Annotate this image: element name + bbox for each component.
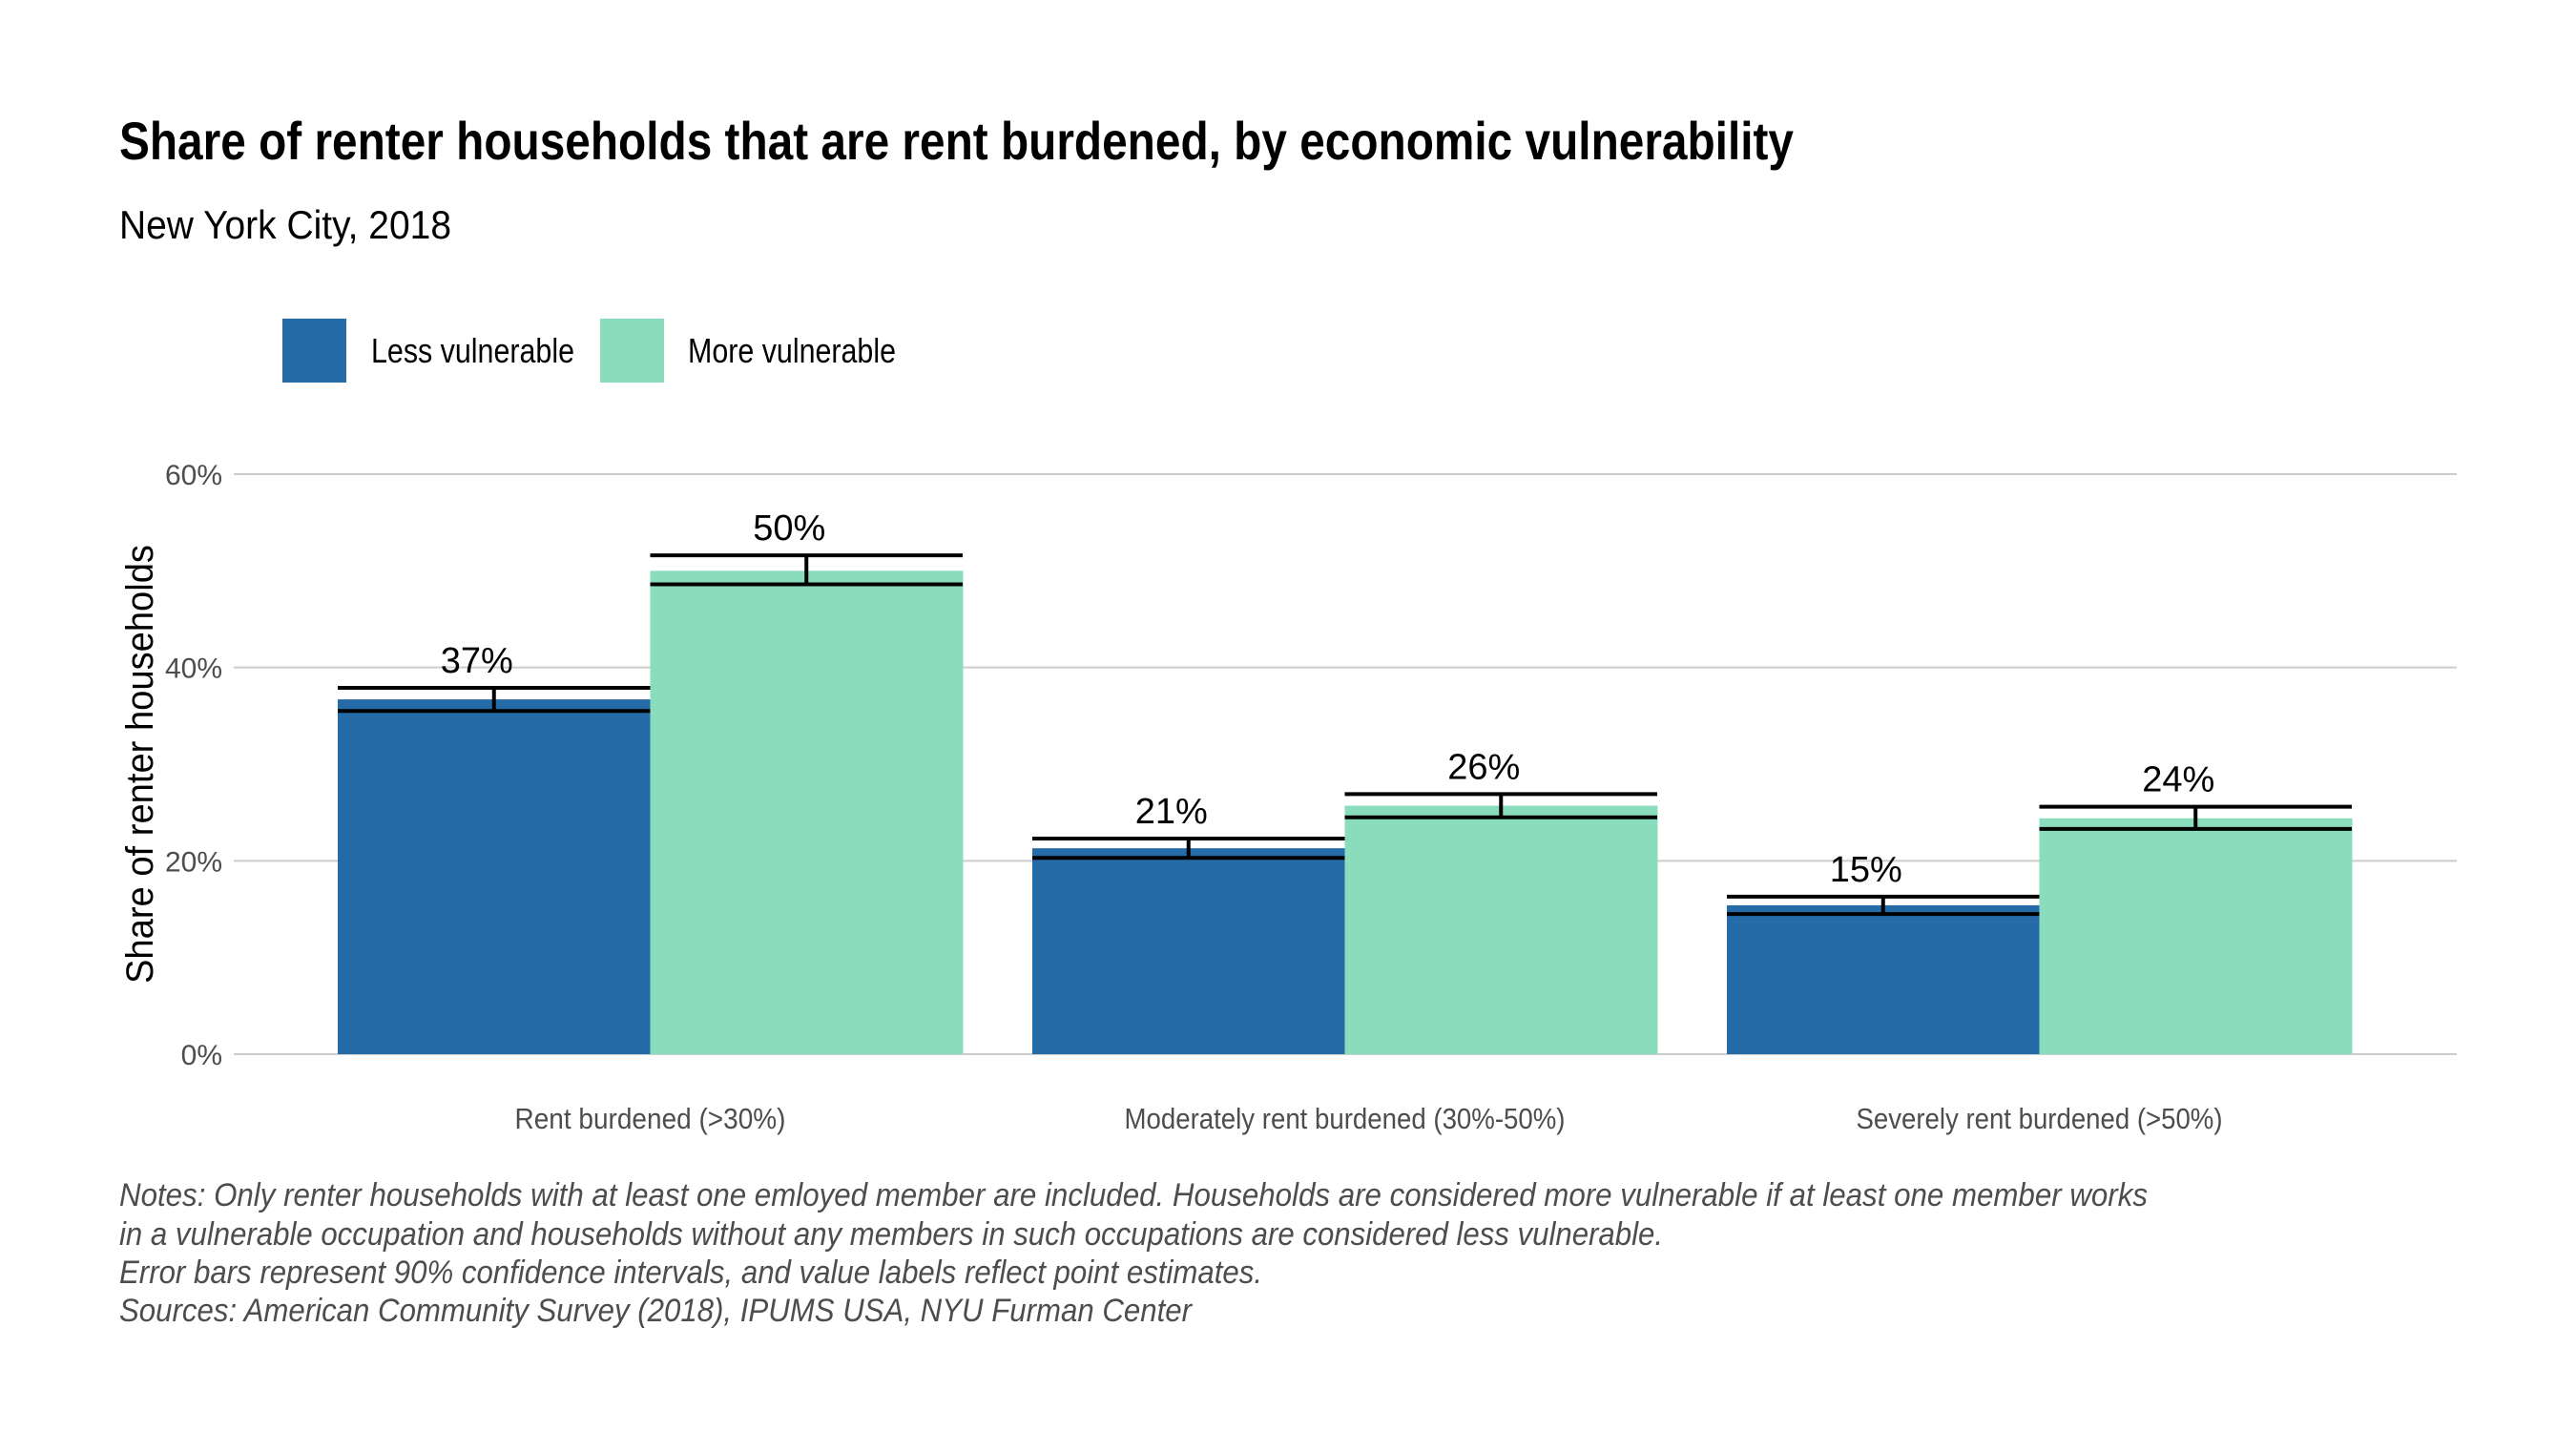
value-label-less-vulnerable: 37% xyxy=(441,641,513,681)
legend: Less vulnerable More vulnerable xyxy=(282,319,896,383)
error-bar-less-vulnerable xyxy=(1032,837,1345,861)
value-label-more-vulnerable: 26% xyxy=(1447,747,1520,787)
note-line-1: Notes: Only renter households with at le… xyxy=(119,1177,2148,1213)
value-label-more-vulnerable: 50% xyxy=(753,508,825,549)
y-tick-label: 0% xyxy=(181,1040,222,1071)
bar-more-vulnerable xyxy=(2039,818,2353,1054)
value-label-less-vulnerable: 21% xyxy=(1135,792,1208,832)
error-bar-more-vulnerable xyxy=(2039,804,2352,831)
chart-subtitle: New York City, 2018 xyxy=(119,202,451,247)
y-axis-title: Share of renter households xyxy=(119,545,161,984)
x-tick-label: Severely rent burdened (>50%) xyxy=(1857,1102,2223,1135)
error-bar-less-vulnerable xyxy=(1727,894,2040,917)
y-tick-label: 20% xyxy=(165,846,222,878)
error-bar-less-vulnerable xyxy=(338,685,651,714)
y-tick-label: 40% xyxy=(165,653,222,685)
error-bar-more-vulnerable xyxy=(650,553,963,587)
bar-less-vulnerable xyxy=(1032,848,1345,1054)
note-line-2: in a vulnerable occupation and household… xyxy=(119,1216,1663,1253)
notes: Notes: Only renter households with at le… xyxy=(119,1177,2148,1329)
x-tick-label: Moderately rent burdened (30%-50%) xyxy=(1125,1102,1566,1135)
value-labels: 37% 50% 21% 26% 15% 24% xyxy=(441,508,2215,890)
y-tick-label: 60% xyxy=(165,460,222,491)
bar-more-vulnerable xyxy=(1344,805,1658,1054)
y-axis-tick-labels: 0% 20% 40% 60% xyxy=(165,460,222,1071)
legend-item-more-vulnerable: More vulnerable xyxy=(600,319,896,383)
error-bars xyxy=(338,553,2352,917)
legend-label-more-vulnerable: More vulnerable xyxy=(688,331,896,370)
value-label-more-vulnerable: 24% xyxy=(2142,760,2214,800)
legend-swatch-more-vulnerable xyxy=(600,319,664,383)
legend-swatch-less-vulnerable xyxy=(282,319,346,383)
note-line-3: Error bars represent 90% confidence inte… xyxy=(119,1255,1262,1291)
legend-label-less-vulnerable: Less vulnerable xyxy=(371,331,574,370)
bar-more-vulnerable xyxy=(650,570,964,1054)
value-label-less-vulnerable: 15% xyxy=(1830,850,1902,890)
bar-less-vulnerable xyxy=(338,699,651,1054)
legend-item-less-vulnerable: Less vulnerable xyxy=(282,319,574,383)
x-axis-tick-labels: Rent burdened (>30%) Moderately rent burd… xyxy=(515,1102,2223,1135)
note-line-4: Sources: American Community Survey (2018… xyxy=(119,1293,1194,1329)
chart-title: Share of renter households that are rent… xyxy=(119,111,1794,171)
bar-less-vulnerable xyxy=(1727,904,2040,1054)
error-bar-more-vulnerable xyxy=(1344,792,1657,819)
x-tick-label: Rent burdened (>30%) xyxy=(515,1102,786,1135)
bars xyxy=(338,570,2353,1054)
